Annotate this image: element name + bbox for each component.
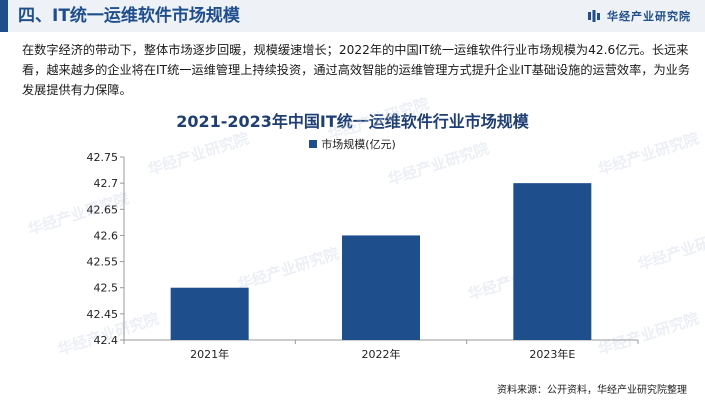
y-tick-label: 42.55 — [87, 256, 119, 269]
y-tick-label: 42.45 — [87, 308, 119, 321]
watermark-text: 华经产业研究院 — [236, 244, 341, 294]
bar — [342, 235, 420, 340]
y-tick-label: 42.6 — [94, 229, 119, 242]
intro-paragraph: 在数字经济的带动下，整体市场逐步回暖，规模缓速增长；2022年的中国IT统一运维… — [22, 43, 691, 97]
chart-title: 2021-2023年中国IT统一运维软件行业市场规模 — [176, 112, 529, 131]
watermark-text: 华经产业研究院 — [596, 129, 701, 179]
y-tick-label: 42.75 — [87, 151, 119, 164]
x-tick-label: 2021年 — [190, 347, 229, 361]
y-tick-label: 42.65 — [87, 203, 119, 216]
x-tick-label: 2022年 — [362, 347, 401, 361]
watermark-text: 华经产业研究院 — [636, 224, 705, 274]
watermark-text: 华经产业研究院 — [596, 309, 701, 359]
x-tick-label: 2023年E — [529, 347, 575, 361]
y-tick-label: 42.4 — [94, 334, 119, 347]
chart-legend: 市场规模(亿元) — [0, 136, 705, 152]
legend-label: 市场规模(亿元) — [321, 138, 396, 151]
y-tick-label: 42.5 — [94, 282, 119, 295]
chart-bars: 2021年 2022年 2023年E — [170, 183, 592, 361]
brand-logo-icon — [588, 10, 600, 22]
header-bar: 四、IT统一运维软件市场规模 华经产业研究院 — [0, 0, 705, 32]
legend-swatch — [309, 140, 318, 148]
brand: 华经产业研究院 — [587, 7, 691, 25]
brand-name: 华经产业研究院 — [607, 10, 691, 23]
watermark-text: 华经产业研究院 — [326, 94, 431, 144]
page-title: 四、IT统一运维软件市场规模 — [18, 6, 240, 26]
y-tick-label: 42.7 — [94, 177, 119, 190]
watermark-text: 华经产业研究院 — [146, 129, 251, 179]
header-accent — [0, 0, 8, 32]
watermark-text: 华经产业研究院 — [386, 139, 491, 189]
source-note: 资料来源：公开资料，华经产业研究院整理 — [497, 385, 687, 396]
bar — [513, 183, 592, 340]
bar — [170, 287, 249, 340]
